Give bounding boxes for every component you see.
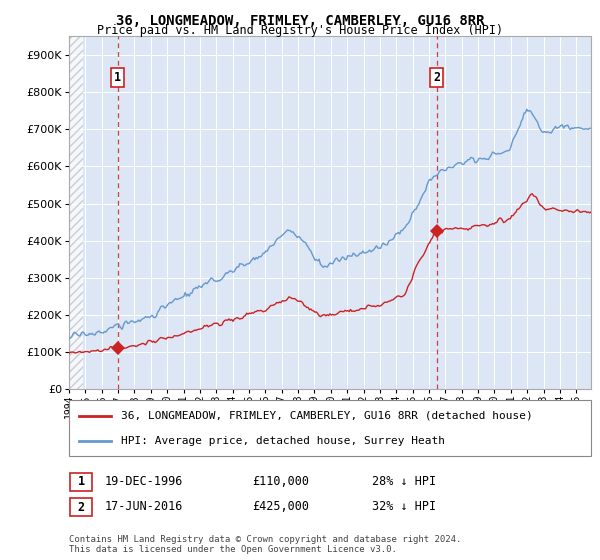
Text: 2: 2: [77, 501, 85, 514]
Text: 32% ↓ HPI: 32% ↓ HPI: [372, 500, 436, 514]
Text: 36, LONGMEADOW, FRIMLEY, CAMBERLEY, GU16 8RR: 36, LONGMEADOW, FRIMLEY, CAMBERLEY, GU16…: [116, 14, 484, 28]
Text: Contains HM Land Registry data © Crown copyright and database right 2024.
This d: Contains HM Land Registry data © Crown c…: [69, 535, 461, 554]
Text: 2: 2: [433, 71, 440, 84]
Text: 1: 1: [114, 71, 121, 84]
FancyBboxPatch shape: [69, 400, 591, 456]
Text: 17-JUN-2016: 17-JUN-2016: [105, 500, 184, 514]
Text: £110,000: £110,000: [252, 475, 309, 488]
Text: 19-DEC-1996: 19-DEC-1996: [105, 475, 184, 488]
Text: £425,000: £425,000: [252, 500, 309, 514]
Text: Price paid vs. HM Land Registry's House Price Index (HPI): Price paid vs. HM Land Registry's House …: [97, 24, 503, 37]
Text: 28% ↓ HPI: 28% ↓ HPI: [372, 475, 436, 488]
Text: 36, LONGMEADOW, FRIMLEY, CAMBERLEY, GU16 8RR (detached house): 36, LONGMEADOW, FRIMLEY, CAMBERLEY, GU16…: [121, 410, 533, 421]
Bar: [69, 36, 83, 389]
Text: 1: 1: [77, 475, 85, 488]
FancyBboxPatch shape: [70, 498, 92, 516]
Text: HPI: Average price, detached house, Surrey Heath: HPI: Average price, detached house, Surr…: [121, 436, 445, 446]
FancyBboxPatch shape: [70, 473, 92, 491]
